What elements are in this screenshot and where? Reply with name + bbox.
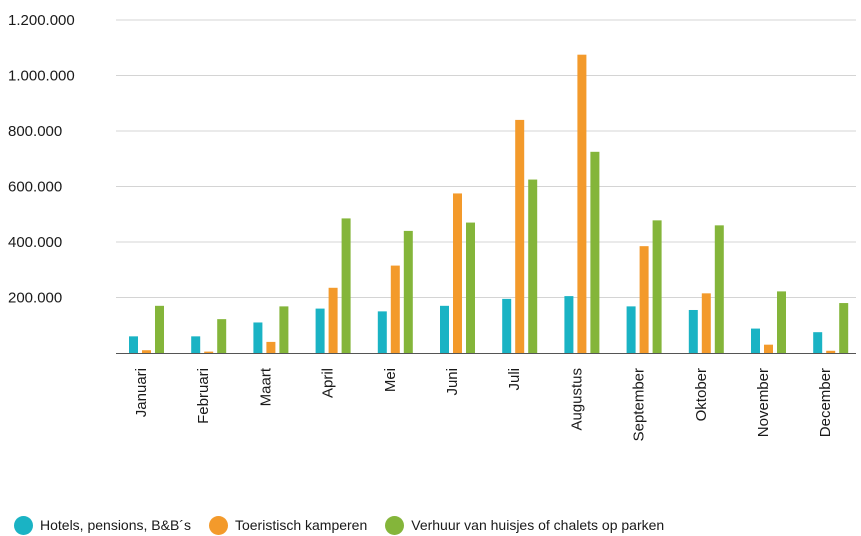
legend-item-kamperen[interactable]: Toeristisch kamperen — [208, 515, 368, 535]
x-axis-category-labels: Januari Februari Maart April Mei Juni Juli Augu… — [133, 367, 834, 441]
bar-huisjes — [652, 220, 662, 353]
bar-huisjes — [466, 222, 475, 353]
bar-hotels — [129, 336, 138, 353]
y-tick-label: 600.000 — [8, 179, 62, 196]
bar-hotels — [502, 298, 512, 353]
bar-huisjes — [528, 179, 538, 353]
y-tick-label: 400.000 — [8, 234, 62, 251]
bar-kamperen — [266, 341, 276, 353]
bar-kamperen — [577, 54, 587, 353]
y-tick-label: 1.000.000 — [8, 68, 75, 85]
bar-hotels — [191, 336, 201, 353]
bar-huisjes — [777, 291, 786, 353]
bar-huisjes — [839, 303, 849, 353]
legend-swatch-kamperen — [208, 515, 228, 535]
bar-huisjes — [217, 319, 227, 353]
bar-huisjes — [155, 305, 164, 353]
bar-huisjes — [590, 151, 600, 353]
bar-kamperen — [515, 119, 525, 354]
bar-kamperen — [701, 293, 711, 353]
x-category-label: December — [817, 368, 834, 437]
x-category-label: November — [755, 368, 772, 437]
x-category-label: Mei — [382, 368, 399, 392]
bar-chart: 200.000 400.000 600.000 800.000 1.000.000 1.2… — [8, 12, 856, 441]
y-tick-label: 800.000 — [8, 123, 62, 140]
x-category-label: Augustus — [568, 368, 585, 431]
y-tick-label: 200.000 — [8, 290, 62, 307]
x-category-label: Januari — [133, 368, 150, 417]
legend: Hotels, pensions, B&B´s Toeristisch kamp… — [14, 514, 682, 536]
bar-kamperen — [453, 193, 462, 353]
legend-swatch-hotels — [14, 515, 33, 535]
legend-item-hotels[interactable]: Hotels, pensions, B&B´s — [14, 515, 191, 535]
x-category-label: Maart — [257, 367, 274, 406]
x-category-label: Juni — [444, 368, 461, 396]
bar-huisjes — [714, 225, 724, 353]
bar-huisjes — [403, 230, 413, 353]
bar-kamperen — [328, 287, 338, 353]
bar-kamperen — [390, 265, 400, 353]
bar-hotels — [253, 322, 263, 353]
bar-hotels — [564, 296, 574, 353]
bar-hotels — [440, 305, 449, 353]
x-category-label: September — [631, 368, 648, 441]
bar-hotels — [626, 306, 636, 353]
bar-hotels — [377, 311, 387, 353]
legend-swatch-huisjes — [385, 515, 405, 535]
bar-kamperen — [204, 351, 214, 353]
bar-huisjes — [279, 306, 289, 353]
bar-kamperen — [142, 350, 151, 353]
x-category-label: Juli — [506, 368, 523, 391]
bar-hotels — [751, 328, 760, 353]
x-category-label: Oktober — [693, 368, 710, 421]
legend-label-huisjes: Verhuur van huisjes of chalets op parken — [411, 517, 665, 533]
legend-item-huisjes[interactable]: Verhuur van huisjes of chalets op parken — [385, 515, 665, 535]
legend-label-hotels: Hotels, pensions, B&B´s — [40, 517, 191, 533]
x-category-label: Februari — [195, 368, 212, 424]
bar-kamperen — [639, 246, 649, 353]
y-tick-label: 1.200.000 — [8, 12, 75, 29]
bar-hotels — [315, 308, 325, 353]
bar-kamperen — [764, 344, 773, 353]
x-category-label: April — [320, 368, 337, 398]
bar-hotels — [813, 332, 823, 353]
y-axis-tick-labels: 200.000 400.000 600.000 800.000 1.000.000 1.2… — [8, 12, 75, 307]
legend-label-kamperen: Toeristisch kamperen — [234, 517, 368, 533]
gridlines — [116, 19, 856, 298]
bar-hotels — [688, 309, 698, 353]
bar-huisjes — [341, 218, 351, 353]
bars — [129, 54, 849, 354]
bar-kamperen — [826, 350, 836, 353]
